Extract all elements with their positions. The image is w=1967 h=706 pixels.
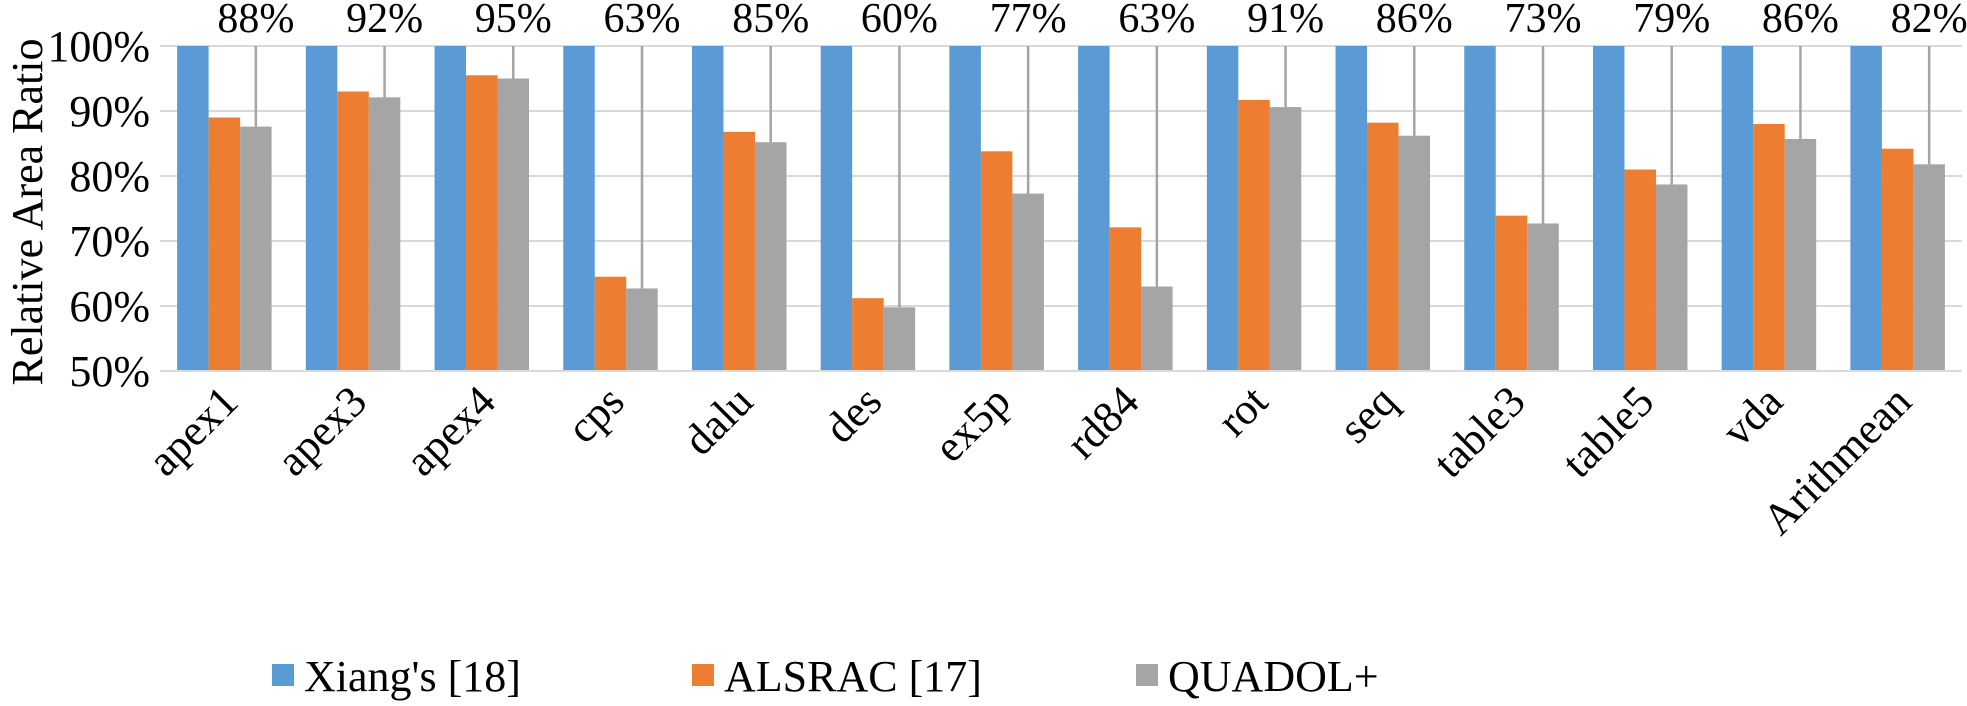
bar-5-1	[852, 298, 884, 371]
data-label: 91%	[1247, 0, 1324, 42]
data-label: 82%	[1891, 0, 1967, 42]
bar-5-2	[883, 307, 916, 371]
bar-10-2	[1527, 223, 1559, 371]
bar-13-0	[1850, 46, 1882, 371]
y-tick-label: 100%	[47, 22, 150, 71]
category-label: table3	[1424, 376, 1535, 487]
bar-3-0	[563, 46, 595, 371]
bar-0-2	[240, 126, 272, 371]
data-label: 79%	[1633, 0, 1710, 42]
axes: 50% 60% 70% 80% 90% 100%	[47, 22, 1962, 396]
bar-2-2	[497, 78, 530, 371]
y-axis-title: Relative Area Ratio	[3, 39, 52, 386]
bar-1-1	[337, 91, 369, 371]
data-label: 92%	[346, 0, 423, 42]
bar-7-2	[1141, 286, 1173, 371]
bar-7-1	[1109, 227, 1142, 371]
category-label: des	[815, 376, 891, 452]
data-label: 77%	[990, 0, 1067, 42]
bar-3-1	[594, 276, 627, 371]
bar-10-0	[1464, 46, 1496, 371]
data-label: 63%	[604, 0, 681, 42]
bar-2-0	[434, 46, 467, 371]
bar-3-2	[626, 288, 658, 371]
label-markers	[254, 46, 1931, 308]
bar-1-2	[368, 97, 401, 371]
bar-0-1	[208, 117, 241, 371]
category-label: rd84	[1057, 376, 1149, 468]
category-label: table5	[1553, 376, 1664, 487]
bar-8-0	[1206, 46, 1239, 371]
bar-12-2	[1784, 138, 1817, 371]
legend-swatch	[692, 664, 714, 686]
category-label: apex4	[396, 376, 505, 485]
bar-11-2	[1655, 184, 1688, 371]
bar-12-1	[1753, 124, 1785, 371]
data-label: 60%	[861, 0, 938, 42]
bar-2-1	[466, 75, 498, 371]
category-label: rot	[1208, 376, 1277, 445]
data-label: 63%	[1118, 0, 1195, 42]
bar-10-1	[1495, 215, 1528, 371]
bar-5-0	[820, 46, 853, 371]
bar-7-0	[1078, 46, 1110, 371]
bar-13-1	[1881, 148, 1914, 371]
legend-label: Xiang's [18]	[304, 652, 521, 701]
category-label: seq	[1330, 376, 1406, 452]
bar-12-0	[1721, 46, 1754, 371]
bar-11-1	[1624, 169, 1656, 371]
bar-8-1	[1238, 99, 1270, 371]
y-tick-label: 70%	[69, 217, 150, 266]
bar-0-0	[177, 46, 209, 371]
gridlines	[160, 45, 1962, 372]
y-tick-label: 60%	[69, 282, 150, 331]
category-label: dalu	[674, 376, 762, 464]
data-label: 86%	[1762, 0, 1839, 42]
legend-swatch	[1136, 664, 1158, 686]
bar-9-1	[1367, 122, 1399, 371]
legend-label: ALSRAC [17]	[724, 652, 982, 701]
data-label: 73%	[1505, 0, 1582, 42]
bar-4-1	[723, 131, 755, 371]
data-label: 86%	[1376, 0, 1453, 42]
category-label: apex1	[138, 376, 247, 485]
bar-4-0	[691, 46, 724, 371]
category-label: apex3	[267, 376, 376, 485]
bar-6-2	[1012, 193, 1044, 371]
data-label: 95%	[475, 0, 552, 42]
legend-swatch	[272, 664, 294, 686]
bar-6-1	[980, 151, 1013, 371]
y-tick-label: 90%	[69, 87, 150, 136]
bar-11-0	[1592, 46, 1625, 371]
legend: Xiang's [18] ALSRAC [17] QUADOL+	[272, 652, 1379, 701]
bar-9-0	[1335, 46, 1368, 371]
y-tick-label: 80%	[69, 152, 150, 201]
y-tick-label: 50%	[69, 347, 150, 396]
data-label: 88%	[217, 0, 294, 42]
bar-4-2	[754, 142, 787, 371]
legend-label: QUADOL+	[1168, 652, 1379, 701]
category-label: cps	[557, 376, 633, 452]
bars	[177, 46, 1945, 371]
category-label: ex5p	[925, 376, 1020, 471]
bar-9-2	[1398, 135, 1431, 371]
bar-6-0	[949, 46, 981, 371]
data-label: 85%	[732, 0, 809, 42]
bar-1-0	[305, 46, 338, 371]
category-label: vda	[1712, 376, 1792, 456]
bar-13-2	[1913, 164, 1945, 371]
bar-8-2	[1269, 107, 1302, 371]
